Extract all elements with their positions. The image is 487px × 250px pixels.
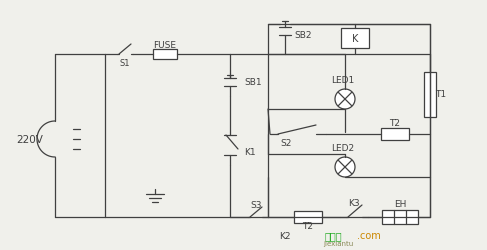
Text: LED1: LED1 (331, 76, 355, 85)
Bar (341, 29, 369, 49)
Text: T1: T1 (435, 90, 447, 99)
Text: S3: S3 (250, 201, 262, 210)
Text: K3: K3 (348, 199, 360, 208)
Text: T2: T2 (390, 119, 400, 128)
Text: .com: .com (357, 230, 381, 240)
Text: LED2: LED2 (332, 144, 355, 153)
Text: 220V: 220V (17, 134, 43, 144)
Circle shape (335, 90, 355, 110)
Text: SB1: SB1 (244, 78, 262, 87)
Bar (381, 128, 409, 140)
Bar (153, 50, 177, 60)
Text: S1: S1 (120, 59, 130, 68)
Text: K1: K1 (244, 148, 256, 157)
Text: EH: EH (394, 200, 406, 209)
Text: K2: K2 (279, 232, 291, 240)
Bar (294, 211, 322, 223)
Text: SB2: SB2 (294, 30, 312, 39)
Bar (382, 210, 418, 224)
Bar (424, 72, 436, 117)
Circle shape (335, 157, 355, 177)
Text: T2: T2 (302, 222, 314, 230)
Text: K: K (352, 34, 358, 44)
Text: S2: S2 (281, 139, 292, 148)
Text: 接线图: 接线图 (325, 230, 343, 240)
Text: FUSE: FUSE (153, 41, 176, 50)
Text: jiexiantu: jiexiantu (323, 240, 353, 246)
